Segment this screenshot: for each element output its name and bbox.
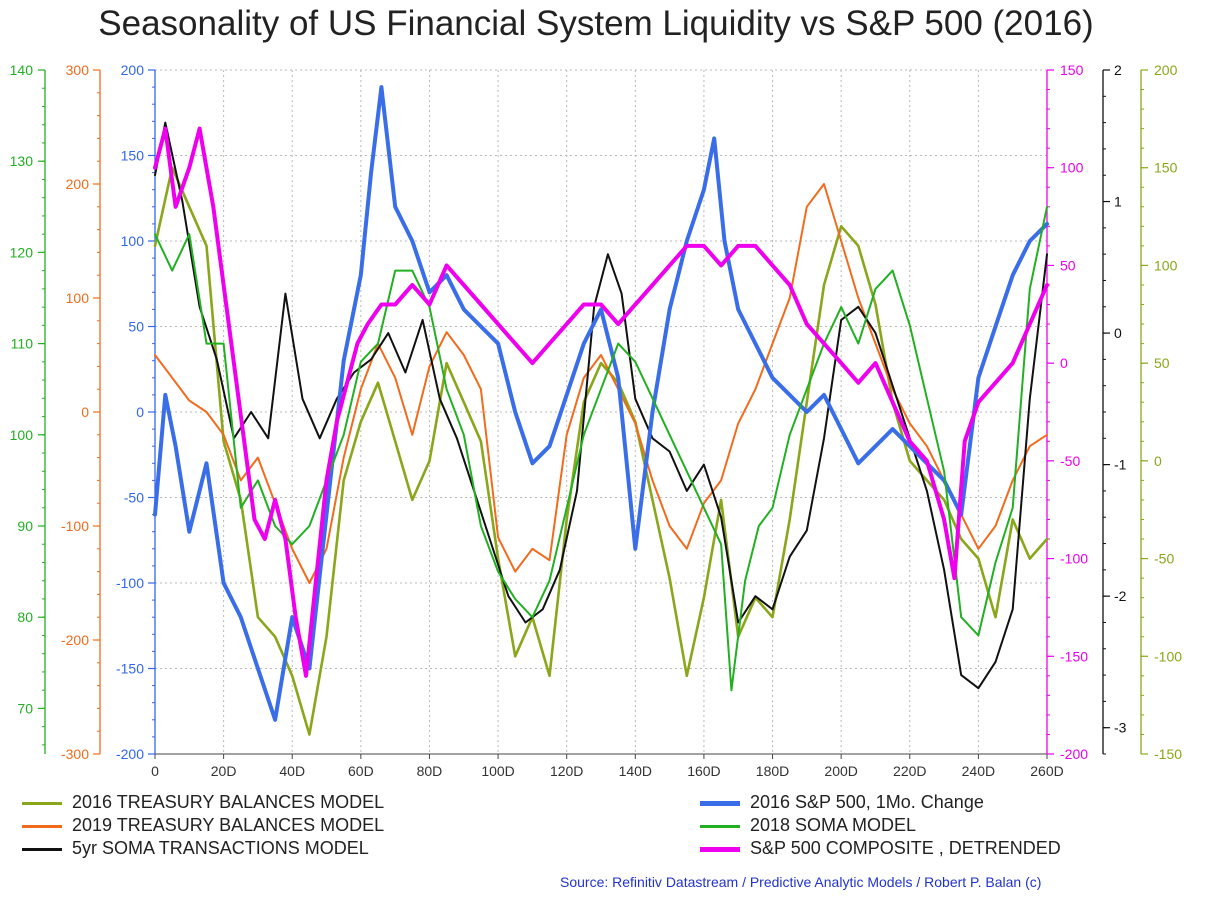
ax_olive-tick-label: 50 bbox=[1154, 355, 1170, 371]
ax_magenta-tick-label: -100 bbox=[1060, 551, 1088, 567]
legend-label: 2016 S&P 500, 1Mo. Change bbox=[750, 792, 984, 812]
legend-label: 2019 TREASURY BALANCES MODEL bbox=[72, 815, 385, 835]
legend-swatch bbox=[22, 848, 62, 851]
ax_orange-tick-label: 100 bbox=[66, 290, 90, 306]
ax_olive-tick-label: 0 bbox=[1154, 453, 1162, 469]
x-tick-label: 160D bbox=[687, 763, 720, 779]
ax_orange-tick-label: -300 bbox=[61, 746, 89, 762]
ax_black-tick-label: -2 bbox=[1114, 588, 1127, 604]
legend-label: 2018 SOMA MODEL bbox=[750, 815, 917, 835]
x-tick-label: 140D bbox=[619, 763, 652, 779]
legend-label: 2016 TREASURY BALANCES MODEL bbox=[72, 792, 385, 812]
ax_orange-tick-label: 0 bbox=[81, 404, 89, 420]
series-line-4 bbox=[154, 205, 1048, 692]
ax_olive-tick-label: -50 bbox=[1154, 551, 1174, 567]
ax_magenta-tick-label: -150 bbox=[1060, 648, 1088, 664]
legend-swatch bbox=[22, 802, 62, 805]
ax_olive-tick-label: -150 bbox=[1154, 746, 1182, 762]
x-tick-label: 180D bbox=[756, 763, 789, 779]
ax_orange-tick-label: -200 bbox=[61, 632, 89, 648]
ax_green-tick-label: 100 bbox=[10, 427, 34, 443]
legend-label: 5yr SOMA TRANSACTIONS MODEL bbox=[72, 838, 369, 858]
source-note: Source: Refinitiv Datastream / Predictiv… bbox=[560, 874, 1042, 890]
chart-title: Seasonality of US Financial System Liqui… bbox=[98, 4, 1094, 43]
ax_blue-tick-label: 100 bbox=[121, 233, 145, 249]
x-tick-label: 60D bbox=[348, 763, 374, 779]
ax_blue-tick-label: 150 bbox=[121, 148, 145, 164]
x-tick-label: 220D bbox=[893, 763, 926, 779]
x-tick-label: 120D bbox=[550, 763, 583, 779]
x-tick-label: 200D bbox=[824, 763, 857, 779]
series-line-5 bbox=[153, 126, 1049, 678]
ax_green-tick-label: 140 bbox=[10, 62, 34, 78]
ax_olive-tick-label: 100 bbox=[1154, 257, 1178, 273]
ax_orange-tick-label: -100 bbox=[61, 518, 89, 534]
series-line-1 bbox=[154, 183, 1048, 584]
ax_black-tick-label: 0 bbox=[1114, 325, 1122, 341]
legend-swatch bbox=[22, 825, 62, 828]
ax_black-tick-label: -3 bbox=[1114, 720, 1127, 736]
legend-label: S&P 500 COMPOSITE , DETRENDED bbox=[750, 838, 1061, 858]
chart-plot-area: 0 20D 40D 60D 80D 100D 120D 140D 160D 180D 200D 220… bbox=[10, 62, 1183, 779]
legend-swatch bbox=[700, 801, 740, 806]
ax_green-tick-label: 90 bbox=[17, 518, 33, 534]
legend-swatch bbox=[700, 825, 740, 828]
series-line-0 bbox=[153, 166, 1049, 736]
ax_green-tick-label: 120 bbox=[10, 244, 34, 260]
ax_magenta-tick-label: 100 bbox=[1060, 160, 1084, 176]
series-line-3 bbox=[153, 85, 1049, 722]
ax_black-tick-label: 2 bbox=[1114, 62, 1122, 78]
x-tick-label: 0 bbox=[151, 763, 159, 779]
ax_magenta-tick-label: 50 bbox=[1060, 257, 1076, 273]
x-tick-label: 240D bbox=[962, 763, 995, 779]
ax_magenta-tick-label: 0 bbox=[1060, 355, 1068, 371]
ax_green-tick-label: 70 bbox=[17, 700, 33, 716]
x-tick-label: 20D bbox=[211, 763, 237, 779]
x-tick-label: 100D bbox=[481, 763, 514, 779]
ax_magenta-tick-label: -200 bbox=[1060, 746, 1088, 762]
ax_green-tick-label: 110 bbox=[11, 336, 34, 352]
ax_orange-tick-label: 200 bbox=[66, 176, 90, 192]
legend-swatch bbox=[700, 847, 740, 852]
ax_green-tick-label: 80 bbox=[17, 609, 33, 625]
ax_blue-tick-label: 0 bbox=[136, 404, 144, 420]
ax_blue-tick-label: -100 bbox=[116, 575, 144, 591]
ax_black-tick-label: -1 bbox=[1114, 457, 1127, 473]
ax_orange-tick-label: 300 bbox=[66, 62, 90, 78]
ax_blue-tick-label: -200 bbox=[116, 746, 144, 762]
x-tick-label: 80D bbox=[417, 763, 443, 779]
ax_olive-tick-label: 150 bbox=[1154, 160, 1178, 176]
series-line-2 bbox=[154, 121, 1048, 690]
ax_black-tick-label: 1 bbox=[1114, 194, 1122, 210]
x-tick-label: 40D bbox=[279, 763, 305, 779]
ax_blue-tick-label: 200 bbox=[121, 62, 145, 78]
x-tick-label: 260D bbox=[1030, 763, 1063, 779]
ax_magenta-tick-label: -50 bbox=[1060, 453, 1080, 469]
ax_blue-tick-label: 50 bbox=[128, 319, 144, 335]
ax_green-tick-label: 130 bbox=[10, 153, 34, 169]
ax_magenta-tick-label: 150 bbox=[1060, 62, 1084, 78]
ax_olive-tick-label: 200 bbox=[1154, 62, 1178, 78]
ax_blue-tick-label: -50 bbox=[124, 490, 144, 506]
ax_olive-tick-label: -100 bbox=[1154, 648, 1182, 664]
ax_blue-tick-label: -150 bbox=[116, 661, 144, 677]
